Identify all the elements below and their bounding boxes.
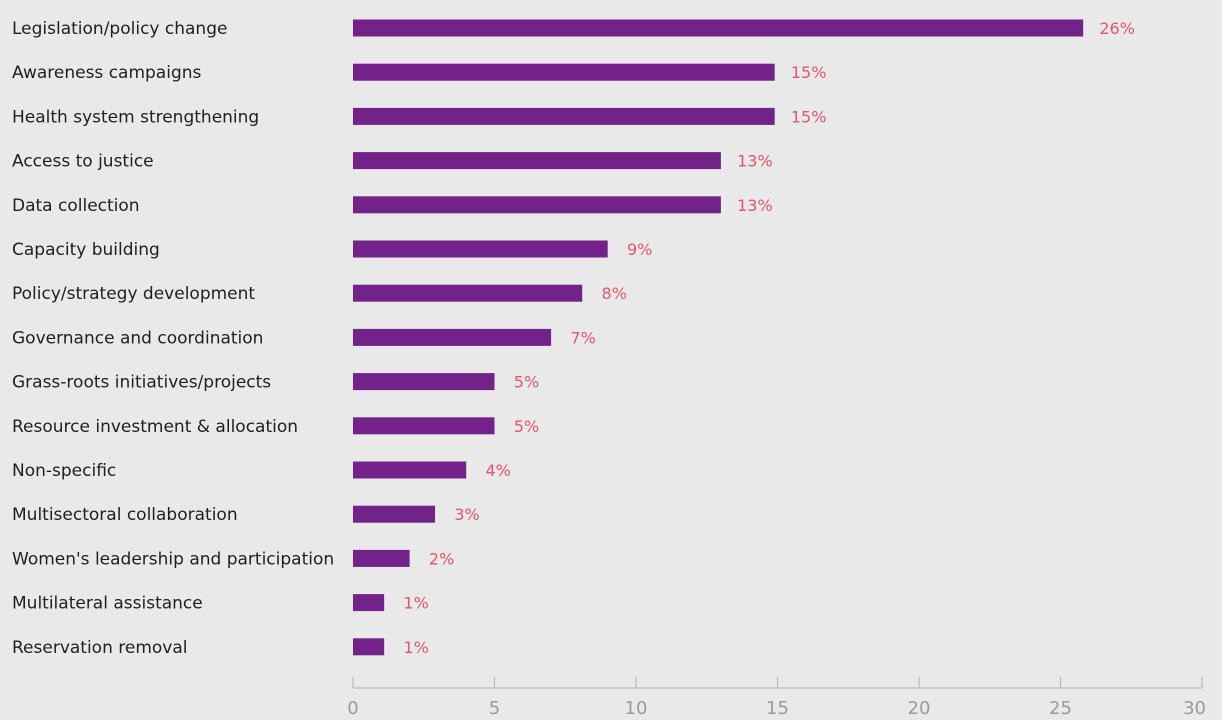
category-label: Governance and coordination	[12, 328, 263, 348]
x-tick-label: 10	[625, 698, 648, 719]
value-label: 8%	[602, 284, 627, 303]
x-tick-label: 25	[1049, 698, 1072, 719]
value-label: 13%	[737, 152, 773, 171]
bar	[353, 19, 1084, 37]
category-label: Awareness campaigns	[12, 63, 202, 83]
value-label: 26%	[1099, 19, 1135, 38]
x-tick-label: 15	[766, 698, 789, 719]
bar	[353, 240, 608, 258]
value-label: 7%	[570, 328, 595, 347]
category-label: Policy/strategy development	[12, 284, 255, 304]
category-label: Legislation/policy change	[12, 19, 227, 39]
bar	[353, 417, 495, 435]
x-tick-label: 0	[347, 698, 358, 719]
value-label: 3%	[454, 505, 479, 524]
category-labels: Legislation/policy change Awareness campa…	[12, 19, 334, 658]
category-label: Capacity building	[12, 240, 160, 260]
category-label: Multisectoral collaboration	[12, 505, 238, 525]
value-label: 9%	[627, 240, 652, 259]
value-label: 15%	[791, 107, 827, 126]
value-label: 13%	[737, 196, 773, 215]
category-label: Health system strengthening	[12, 107, 259, 127]
category-label: Access to justice	[12, 152, 154, 172]
value-label: 5%	[514, 417, 539, 436]
category-label: Grass-roots initiatives/projects	[12, 373, 271, 393]
bar	[353, 328, 552, 346]
category-label: Women's leadership and participation	[12, 549, 334, 569]
bar	[353, 549, 410, 567]
bar	[353, 152, 721, 170]
bar	[353, 107, 775, 125]
x-axis: 0 5 10 15 20 25 30	[347, 677, 1206, 719]
category-label: Data collection	[12, 196, 140, 216]
bar	[353, 284, 583, 302]
value-label: 5%	[514, 373, 539, 392]
bar	[353, 461, 467, 479]
category-label: Non-specific	[12, 461, 116, 481]
bar	[353, 594, 385, 612]
x-tick-label: 20	[908, 698, 931, 719]
bar	[353, 373, 495, 391]
category-label: Multilateral assistance	[12, 594, 203, 614]
bar	[353, 505, 436, 523]
x-tick-label: 30	[1183, 698, 1206, 719]
x-tick-label: 5	[489, 698, 500, 719]
value-label: 1%	[403, 638, 428, 657]
category-label: Reservation removal	[12, 638, 188, 658]
value-label: 2%	[429, 549, 454, 568]
value-label: 4%	[486, 461, 511, 480]
bar	[353, 63, 775, 81]
bars	[353, 19, 1084, 656]
value-label: 1%	[403, 594, 428, 613]
value-label: 15%	[791, 63, 827, 82]
bar	[353, 638, 385, 656]
value-labels: 26% 15% 15% 13% 13% 9% 8% 7% 5% 5% 4% 3% 2% 1% 1%	[403, 19, 1134, 657]
category-label: Resource investment & allocation	[12, 417, 298, 437]
bar	[353, 196, 721, 214]
